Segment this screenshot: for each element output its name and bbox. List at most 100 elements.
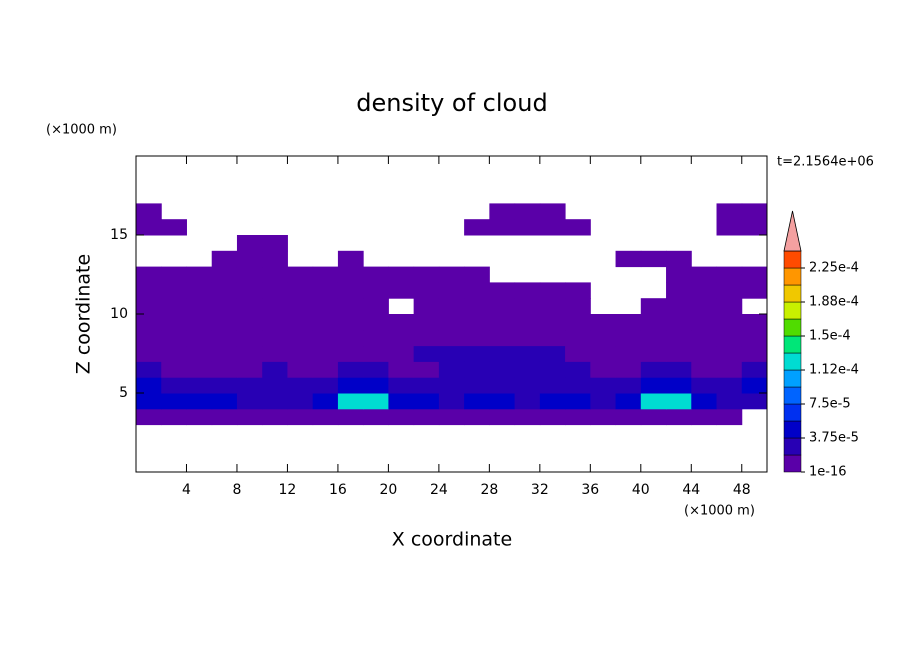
cell [236,345,263,362]
cell [262,282,288,299]
cell [590,345,617,362]
cell [615,250,642,268]
cell [211,408,238,426]
cell [464,377,490,394]
cell [236,282,263,299]
cell [666,408,692,426]
cell [136,298,162,315]
x-unit: (×1000 m) [684,504,755,519]
x-tick-label: 16 [329,482,347,498]
cell [590,329,617,347]
cell [615,345,642,362]
cell [666,282,692,299]
cell [262,314,288,331]
cell [666,298,692,315]
cell [691,361,718,378]
x-tick-label: 4 [182,482,191,498]
cell [741,314,768,331]
cell [337,345,364,362]
cell [388,377,415,394]
cell [161,298,187,315]
cell [136,361,162,378]
cell [363,282,389,299]
cell [363,345,389,362]
cell [161,314,187,331]
cell [640,298,667,315]
cell [666,377,692,394]
colorbar-bin [783,437,802,456]
cell [186,282,213,299]
colorbar-extend [783,210,802,252]
colorbar-label: 7.5e-5 [809,397,851,412]
cell [287,393,314,410]
cell [262,361,288,378]
colorbar-label: 3.75e-5 [809,431,859,446]
cell [236,298,263,315]
cell [186,314,213,331]
cell [438,408,465,426]
colorbar-label: 1.88e-4 [809,295,859,310]
cell [388,408,415,426]
cell [514,203,541,220]
cell [691,393,718,410]
cell [211,314,238,331]
cell [489,219,516,236]
y-unit: (×1000 m) [46,123,117,138]
cell [363,408,389,426]
cell [413,408,440,426]
cell [590,314,617,331]
cell [716,329,743,347]
cell [489,203,516,220]
cell [337,393,364,410]
cell [741,345,768,362]
cell [262,266,288,283]
cell [691,282,718,299]
cell [287,282,314,299]
cell [161,408,187,426]
cell [539,298,566,315]
cell [236,266,263,283]
cell [666,314,692,331]
cell [464,393,490,410]
cell [539,203,566,220]
cell [716,203,743,220]
cell [287,361,314,378]
cell [211,345,238,362]
cell [741,266,768,283]
cell [741,393,768,410]
cell [211,329,238,347]
cell [312,282,339,299]
cell [539,393,566,410]
cell [539,345,566,362]
cell [312,345,339,362]
cell [186,361,213,378]
cell [186,266,213,283]
cell [565,282,591,299]
cell [388,393,415,410]
cell [514,282,541,299]
x-tick-label: 12 [279,482,297,498]
cell [464,282,490,299]
cell [464,345,490,362]
cell [136,408,162,426]
cell [565,345,591,362]
cell [186,393,213,410]
cell [136,266,162,283]
field [136,203,768,426]
cell [716,345,743,362]
cell [514,345,541,362]
cell [666,361,692,378]
x-tick-label: 8 [232,482,241,498]
cell [136,219,162,236]
cell [514,361,541,378]
cell [438,298,465,315]
cell [640,250,667,268]
cell [489,282,516,299]
colorbar-label: 2.25e-4 [809,261,859,276]
cell [186,345,213,362]
cell [565,314,591,331]
cell [161,329,187,347]
x-tick-label: 44 [682,482,700,498]
cell [716,393,743,410]
cell [666,345,692,362]
